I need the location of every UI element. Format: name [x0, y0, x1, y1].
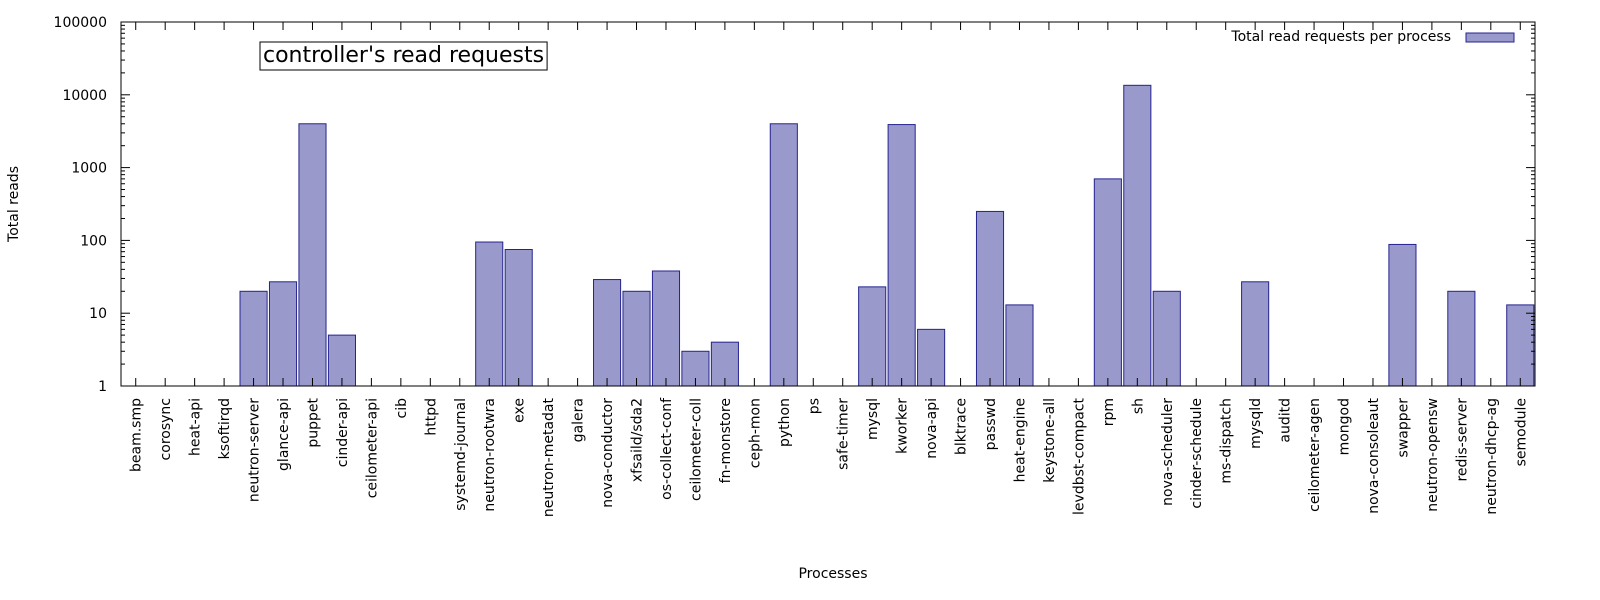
x-tick-label: semodule	[1513, 398, 1529, 466]
x-tick-label: safe-timer	[836, 398, 852, 470]
x-tick-label: galera	[571, 398, 587, 442]
x-tick-label: beam.smp	[129, 398, 145, 472]
x-tick-label: cinder-schedule	[1189, 398, 1205, 509]
x-tick-label: xfsaild/sda2	[630, 398, 646, 482]
legend: Total read requests per process	[1230, 29, 1515, 45]
bar-passwd	[975, 210, 1005, 387]
x-tick-label: neutron-metadat	[541, 397, 557, 517]
x-tick-label: cinder-api	[335, 398, 351, 467]
x-tick-label: nova-conductor	[600, 398, 616, 508]
chart-title-box: controller's read requests	[259, 41, 548, 71]
x-tick-label: os-collect-conf	[659, 397, 675, 500]
y-tick-label: 1	[98, 379, 107, 395]
y-tick-label: 10000	[62, 88, 107, 104]
x-tick-label: nova-consoleaut	[1366, 397, 1382, 513]
bar-heat-engine	[1005, 304, 1034, 387]
chart-title-frame	[259, 41, 548, 71]
y-tick-label: 100000	[54, 15, 107, 31]
bar-neutron-server	[239, 290, 268, 387]
x-tick-label: neutron-dhcp-ag	[1484, 398, 1500, 515]
bar-mysql	[858, 286, 887, 387]
bar-os-collect-conf	[651, 270, 681, 387]
x-tick-label: puppet	[305, 397, 321, 447]
bar-neutron-rootwra	[475, 241, 504, 387]
x-tick-label: ksoftirqd	[217, 398, 233, 459]
x-tick-label: nova-scheduler	[1160, 398, 1176, 506]
x-tick-label: ceilometer-agen	[1307, 398, 1323, 512]
y-tick-label: 10	[89, 306, 107, 322]
x-tick-label: ps	[806, 398, 822, 414]
x-tick-label: mysqld	[1248, 398, 1264, 449]
legend-label: Total read requests per process	[1230, 29, 1451, 45]
x-tick-label: mongod	[1337, 398, 1353, 455]
x-tick-label: heat-api	[188, 398, 204, 456]
x-tick-label: glance-api	[276, 398, 292, 471]
x-tick-label: neutron-server	[247, 398, 263, 502]
bar-kworker	[887, 124, 916, 387]
y-axis: 1 10 100 1000 10000 100000	[54, 15, 1535, 395]
bar-semodule	[1506, 304, 1535, 387]
x-tick-label: neutron-rootwra	[482, 398, 498, 512]
plot-frame	[120, 21, 1536, 387]
x-tick-label: httpd	[423, 398, 439, 436]
x-tick-label: ceilometer-api	[364, 398, 380, 498]
bar-swapper	[1388, 243, 1417, 387]
x-axis-title: Processes	[798, 566, 867, 582]
bar-sh	[1123, 84, 1152, 387]
bar-glance-api	[268, 281, 298, 387]
bar-python	[769, 123, 798, 387]
chart-title: controller's read requests	[263, 43, 544, 68]
bar-puppet	[298, 123, 327, 387]
bar-cinder-api	[327, 334, 356, 387]
x-tick-label: passwd	[983, 398, 999, 450]
x-tick-label: ms-dispatch	[1219, 398, 1235, 484]
bar-exe	[504, 248, 533, 387]
y-tick-label: 100	[80, 233, 107, 249]
bar-xfsaild/sda2	[622, 290, 651, 387]
legend-swatch	[1465, 32, 1515, 43]
x-tick-label: heat-engine	[1012, 398, 1028, 482]
x-tick-label: nova-api	[924, 398, 940, 459]
y-tick-label: 1000	[71, 161, 107, 177]
x-tick-label: systemd-journal	[453, 398, 469, 511]
x-tick-label: redis-server	[1454, 398, 1470, 482]
y-axis-title: Total reads	[6, 166, 22, 243]
x-tick-label: auditd	[1278, 398, 1294, 443]
x-tick-label: fn-monstore	[718, 398, 734, 483]
bar-nova-conductor	[593, 279, 622, 387]
x-tick-label: blktrace	[954, 398, 970, 455]
x-tick-label: corosync	[158, 398, 174, 460]
bars-group	[239, 84, 1535, 387]
x-axis: beam.smp corosync heat-api ksoftirqd neutron…	[129, 22, 1529, 517]
x-tick-label: cib	[394, 398, 410, 419]
x-tick-label: keystone-all	[1042, 398, 1058, 483]
x-tick-label: neutron-opensw	[1425, 398, 1441, 512]
x-tick-label: rpm	[1101, 398, 1117, 426]
x-tick-label: kworker	[895, 398, 911, 454]
bar-redis-server	[1447, 290, 1476, 387]
x-tick-label: python	[777, 398, 793, 447]
x-tick-label: ceilometer-coll	[688, 398, 704, 501]
x-tick-label: sh	[1130, 398, 1146, 414]
bar-rpm	[1093, 178, 1122, 387]
bar-nova-api	[917, 328, 946, 387]
x-tick-label: mysql	[865, 398, 881, 440]
bar-mysqld	[1241, 281, 1270, 387]
x-tick-label: swapper	[1395, 398, 1411, 458]
x-tick-label: levdbst-compact	[1071, 397, 1087, 514]
bar-nova-scheduler	[1152, 290, 1181, 387]
x-tick-label: exe	[512, 398, 528, 423]
x-tick-label: ceph-mon	[747, 398, 763, 468]
